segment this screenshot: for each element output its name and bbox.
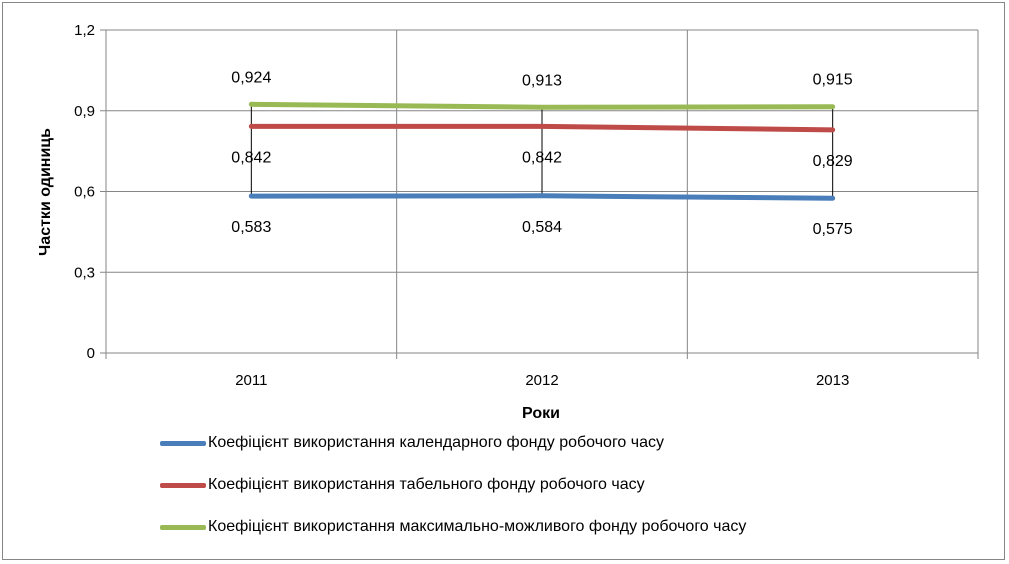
data-label: 0,583 bbox=[231, 219, 271, 236]
legend-label: Коефіцієнт використання календарного фон… bbox=[208, 434, 665, 451]
axes bbox=[100, 29, 979, 359]
tick-labels: 0 0,3 0,6 0,9 1,2 2011 2012 2013 bbox=[74, 22, 849, 389]
y-tick-label: 0,9 bbox=[74, 103, 95, 120]
y-axis-title: Частки одиниць bbox=[37, 128, 54, 256]
legend: Коефіцієнт використання календарного фон… bbox=[160, 430, 920, 556]
data-label: 0,842 bbox=[231, 149, 271, 166]
legend-swatch bbox=[160, 482, 206, 488]
legend-swatch bbox=[160, 524, 206, 530]
data-label: 0,924 bbox=[231, 69, 271, 86]
legend-item-calendar: Коефіцієнт використання календарного фон… bbox=[160, 430, 920, 456]
series-lines bbox=[248, 101, 836, 201]
legend-label: Коефіцієнт використання максимально-можл… bbox=[208, 518, 747, 535]
data-label: 0,842 bbox=[522, 149, 562, 166]
data-label: 0,915 bbox=[813, 72, 853, 89]
drop-lines bbox=[250, 104, 834, 199]
data-label: 0,829 bbox=[813, 153, 853, 170]
x-tick-label: 2013 bbox=[816, 372, 849, 389]
y-tick-label: 0 bbox=[87, 345, 95, 362]
y-tick-label: 0,6 bbox=[74, 184, 95, 201]
legend-item-timesheet: Коефіцієнт використання табельного фонду… bbox=[160, 472, 920, 498]
series-line-2 bbox=[248, 101, 836, 110]
legend-label: Коефіцієнт використання табельного фонду… bbox=[208, 476, 645, 493]
y-tick-label: 1,2 bbox=[74, 22, 95, 39]
data-label: 0,913 bbox=[522, 72, 562, 89]
y-tick-label: 0,3 bbox=[74, 264, 95, 281]
x-tick-label: 2012 bbox=[525, 372, 558, 389]
data-label: 0,584 bbox=[522, 219, 562, 236]
legend-swatch bbox=[160, 440, 206, 446]
data-label: 0,575 bbox=[813, 221, 853, 238]
series-line-0 bbox=[248, 193, 836, 201]
legend-item-max-possible: Коефіцієнт використання максимально-можл… bbox=[160, 514, 920, 540]
line-chart: 0,583 0,584 0,575 0,842 0,842 0,829 0,924 0,913… bbox=[37, 22, 979, 420]
x-axis-title: Роки bbox=[522, 405, 560, 420]
x-tick-label: 2011 bbox=[235, 372, 267, 389]
data-labels: 0,583 0,584 0,575 0,842 0,842 0,829 0,924 0,913… bbox=[231, 69, 852, 238]
series-line-1 bbox=[248, 123, 836, 133]
